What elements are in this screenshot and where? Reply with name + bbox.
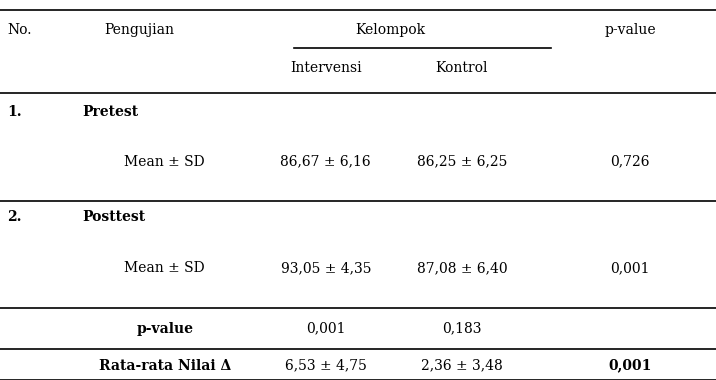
Text: 86,25 ± 6,25: 86,25 ± 6,25 <box>417 155 507 168</box>
Text: 0,183: 0,183 <box>442 322 482 336</box>
Text: 1.: 1. <box>7 105 21 119</box>
Text: 6,53 ± 4,75: 6,53 ± 4,75 <box>285 359 367 372</box>
Text: Mean ± SD: Mean ± SD <box>125 261 205 275</box>
Text: Pretest: Pretest <box>82 105 138 119</box>
Text: 2.: 2. <box>7 210 21 223</box>
Text: 0,001: 0,001 <box>610 261 650 275</box>
Text: Kelompok: Kelompok <box>355 24 425 37</box>
Text: Intervensi: Intervensi <box>290 62 362 75</box>
Text: Kontrol: Kontrol <box>435 62 488 75</box>
Text: 93,05 ± 4,35: 93,05 ± 4,35 <box>281 261 371 275</box>
Text: Rata-rata Nilai Δ: Rata-rata Nilai Δ <box>99 359 231 372</box>
Text: 0,001: 0,001 <box>306 322 346 336</box>
Text: 0,726: 0,726 <box>610 155 650 168</box>
Text: Mean ± SD: Mean ± SD <box>125 155 205 168</box>
Text: 2,36 ± 3,48: 2,36 ± 3,48 <box>421 359 503 372</box>
Text: 86,67 ± 6,16: 86,67 ± 6,16 <box>281 155 371 168</box>
Text: p-value: p-value <box>136 322 193 336</box>
Text: 87,08 ± 6,40: 87,08 ± 6,40 <box>417 261 507 275</box>
Text: p-value: p-value <box>604 24 656 37</box>
Text: No.: No. <box>7 24 32 37</box>
Text: 0,001: 0,001 <box>609 359 652 372</box>
Text: Posttest: Posttest <box>82 210 145 223</box>
Text: Pengujian: Pengujian <box>105 24 175 37</box>
